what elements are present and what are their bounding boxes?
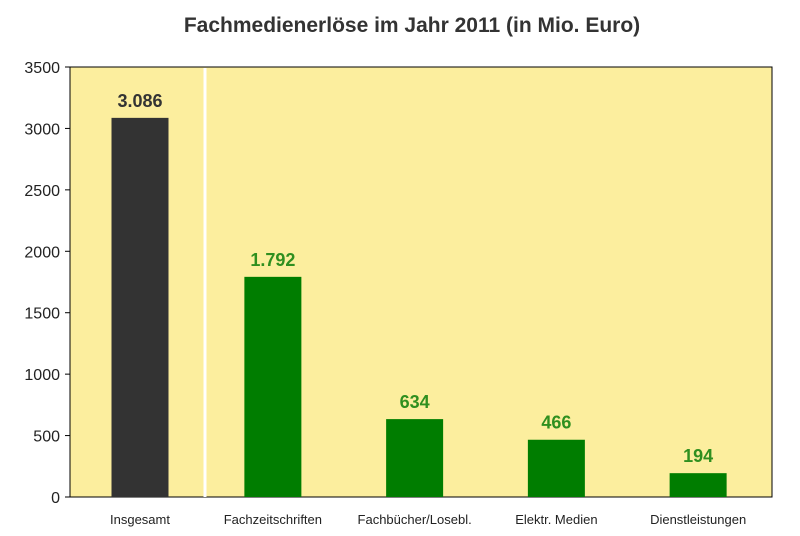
y-tick-label: 3500: [24, 60, 60, 77]
y-tick-label: 1000: [24, 367, 60, 384]
value-labels-group: 3.086 1.792 634 466 194: [117, 91, 713, 466]
x-axis-labels: Insgesamt Fachzeitschriften Fachbücher/Los…: [110, 512, 746, 527]
chart-title: Fachmedienerlöse im Jahr 2011 (in Mio. E…: [184, 14, 640, 37]
y-tick-label: 2000: [24, 244, 60, 261]
bar-value-label: 1.792: [250, 250, 295, 270]
x-category-label: Fachbücher/Losebl.: [358, 512, 472, 527]
y-tick-label: 500: [33, 429, 60, 446]
bar-segment: [527, 439, 585, 497]
y-tick-label: 2500: [24, 183, 60, 200]
x-category-label: Dienstleistungen: [650, 512, 746, 527]
bar-total: [111, 117, 169, 497]
bar-value-label: 194: [683, 446, 713, 466]
x-category-label: Elektr. Medien: [515, 512, 597, 527]
y-axis: 0 500 1000 1500 2000 2500 3000 3500: [24, 60, 71, 507]
bar-segment: [244, 276, 302, 497]
y-tick-label: 0: [51, 490, 60, 507]
y-tick-label: 3000: [24, 121, 60, 138]
y-tick-label: 1500: [24, 306, 60, 323]
bars-group: [111, 117, 727, 497]
x-category-label: Insgesamt: [110, 512, 170, 527]
bar-segment: [669, 473, 727, 497]
bar-value-label: 634: [400, 392, 430, 412]
bar-value-label: 3.086: [117, 91, 162, 111]
bar-value-label: 466: [541, 413, 571, 433]
bar-segment: [386, 419, 444, 497]
x-category-label: Fachzeitschriften: [224, 512, 322, 527]
